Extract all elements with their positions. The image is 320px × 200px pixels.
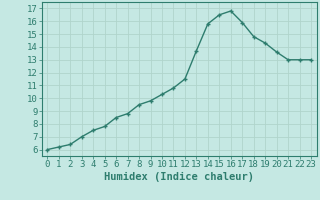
X-axis label: Humidex (Indice chaleur): Humidex (Indice chaleur) bbox=[104, 172, 254, 182]
